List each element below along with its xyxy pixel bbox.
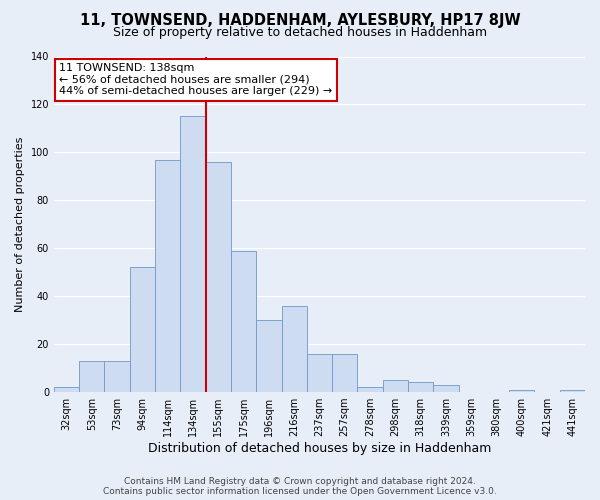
- Text: 11 TOWNSEND: 138sqm
← 56% of detached houses are smaller (294)
44% of semi-detac: 11 TOWNSEND: 138sqm ← 56% of detached ho…: [59, 63, 332, 96]
- Bar: [256, 320, 281, 392]
- Bar: [155, 160, 181, 392]
- Bar: [358, 388, 383, 392]
- Text: 11, TOWNSEND, HADDENHAM, AYLESBURY, HP17 8JW: 11, TOWNSEND, HADDENHAM, AYLESBURY, HP17…: [80, 12, 520, 28]
- Bar: [181, 116, 206, 392]
- Bar: [509, 390, 535, 392]
- Bar: [332, 354, 358, 392]
- Bar: [79, 361, 104, 392]
- X-axis label: Distribution of detached houses by size in Haddenham: Distribution of detached houses by size …: [148, 442, 491, 455]
- Text: Size of property relative to detached houses in Haddenham: Size of property relative to detached ho…: [113, 26, 487, 39]
- Bar: [231, 250, 256, 392]
- Bar: [54, 388, 79, 392]
- Y-axis label: Number of detached properties: Number of detached properties: [15, 136, 25, 312]
- Bar: [104, 361, 130, 392]
- Bar: [383, 380, 408, 392]
- Bar: [130, 268, 155, 392]
- Bar: [206, 162, 231, 392]
- Bar: [307, 354, 332, 392]
- Bar: [281, 306, 307, 392]
- Bar: [560, 390, 585, 392]
- Bar: [408, 382, 433, 392]
- Bar: [433, 385, 458, 392]
- Text: Contains HM Land Registry data © Crown copyright and database right 2024.
Contai: Contains HM Land Registry data © Crown c…: [103, 476, 497, 496]
